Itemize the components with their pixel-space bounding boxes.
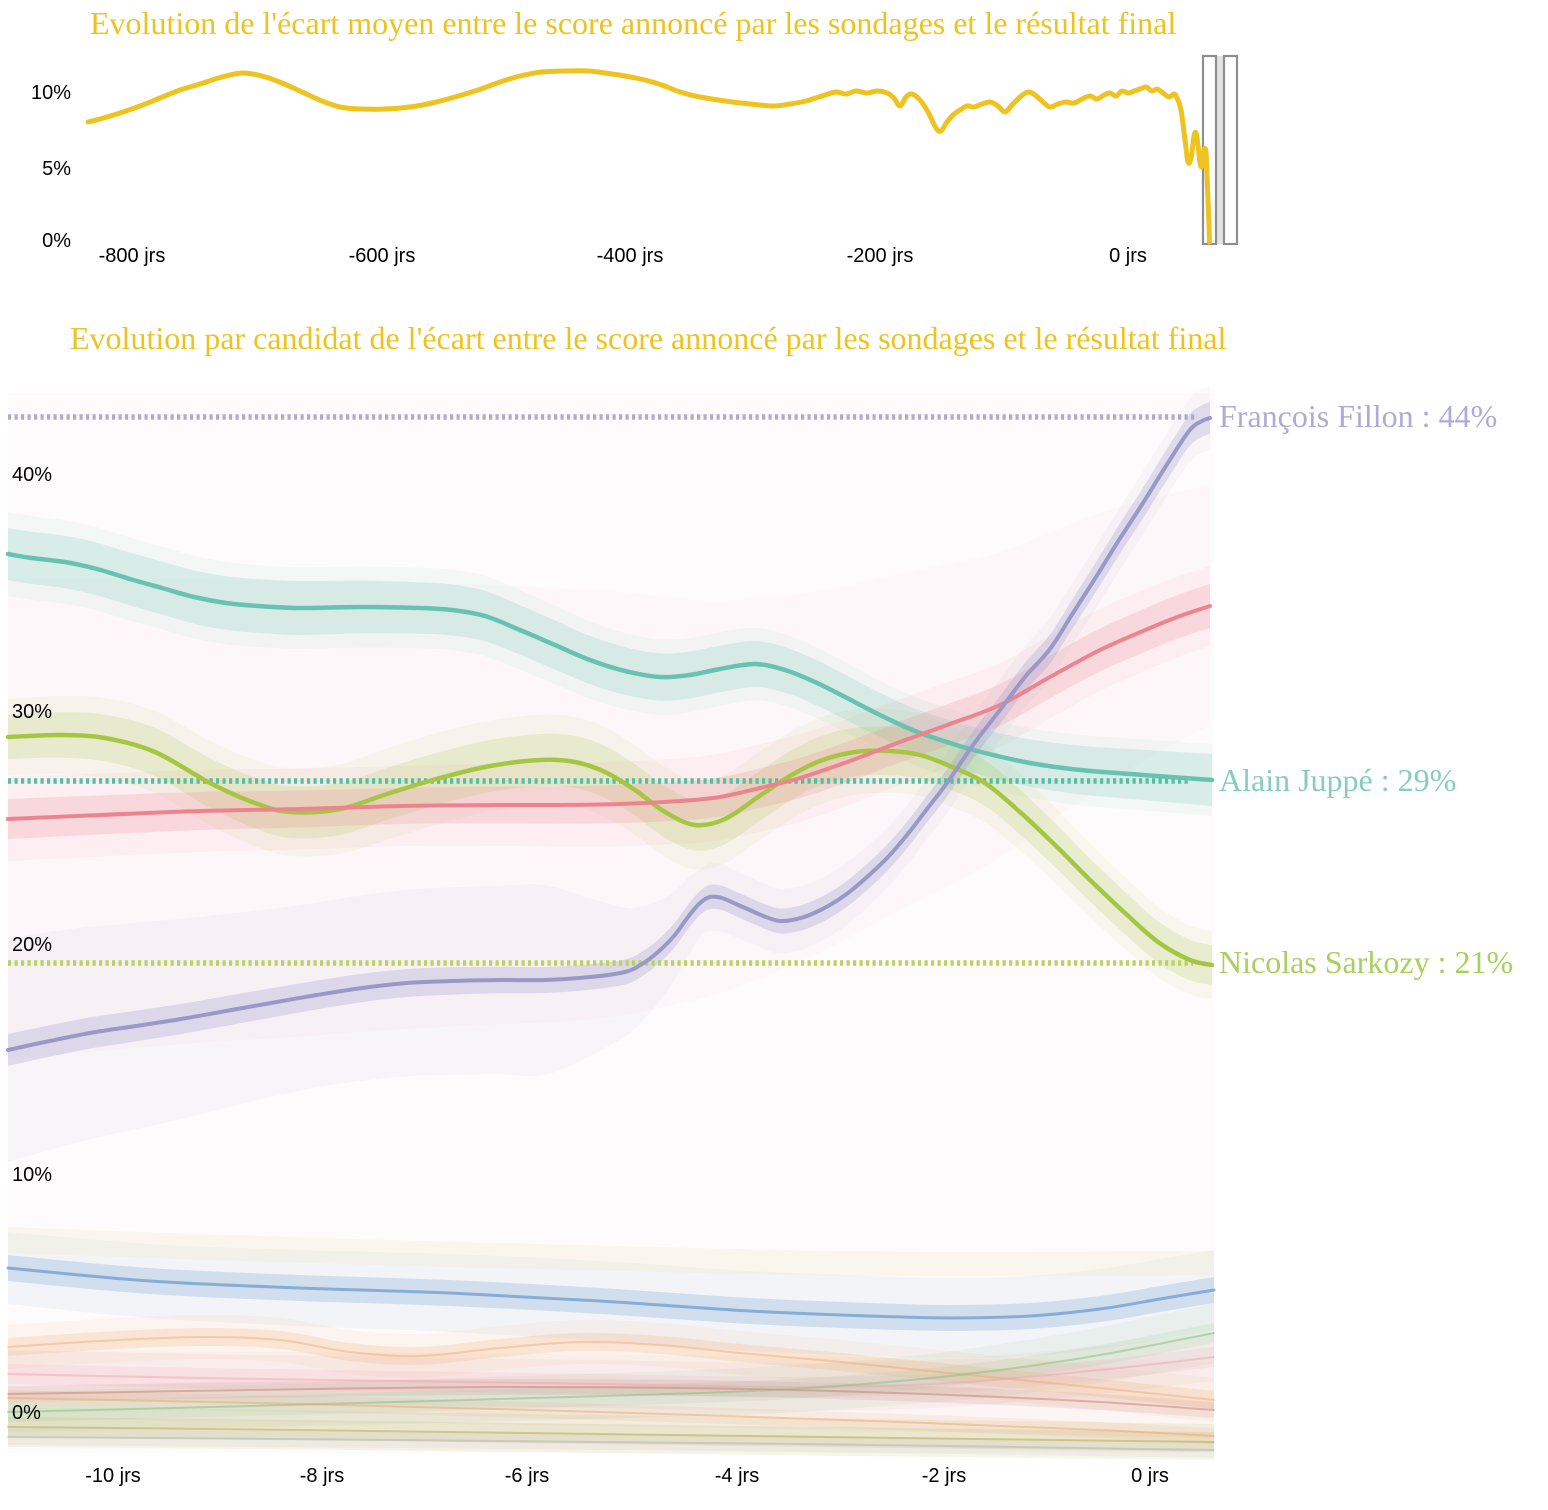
- svg-text:30%: 30%: [12, 701, 52, 723]
- svg-text:-2 jrs: -2 jrs: [922, 1465, 966, 1487]
- svg-text:Evolution de l'écart moyen ent: Evolution de l'écart moyen entre le scor…: [90, 5, 1176, 41]
- svg-text:5%: 5%: [42, 158, 71, 180]
- svg-text:-6 jrs: -6 jrs: [505, 1465, 549, 1487]
- svg-text:0%: 0%: [12, 1402, 41, 1424]
- svg-text:-10 jrs: -10 jrs: [85, 1465, 141, 1487]
- svg-text:-600 jrs: -600 jrs: [349, 245, 416, 267]
- svg-text:-400 jrs: -400 jrs: [597, 245, 664, 267]
- svg-text:-800 jrs: -800 jrs: [99, 245, 166, 267]
- svg-text:Alain Juppé : 29%: Alain Juppé : 29%: [1219, 762, 1456, 798]
- svg-text:10%: 10%: [31, 82, 71, 104]
- svg-text:-4 jrs: -4 jrs: [715, 1465, 759, 1487]
- svg-text:0 jrs: 0 jrs: [1109, 245, 1147, 267]
- svg-text:20%: 20%: [12, 934, 52, 956]
- svg-text:François Fillon : 44%: François Fillon : 44%: [1219, 398, 1497, 434]
- svg-text:Nicolas Sarkozy : 21%: Nicolas Sarkozy : 21%: [1219, 944, 1513, 980]
- svg-text:10%: 10%: [12, 1164, 52, 1186]
- svg-text:Evolution par candidat de l'éc: Evolution par candidat de l'écart entre …: [70, 320, 1227, 356]
- svg-text:0%: 0%: [42, 230, 71, 252]
- svg-text:40%: 40%: [12, 464, 52, 486]
- svg-text:-200 jrs: -200 jrs: [847, 245, 914, 267]
- svg-text:0 jrs: 0 jrs: [1131, 1465, 1169, 1487]
- svg-text:-8 jrs: -8 jrs: [300, 1465, 344, 1487]
